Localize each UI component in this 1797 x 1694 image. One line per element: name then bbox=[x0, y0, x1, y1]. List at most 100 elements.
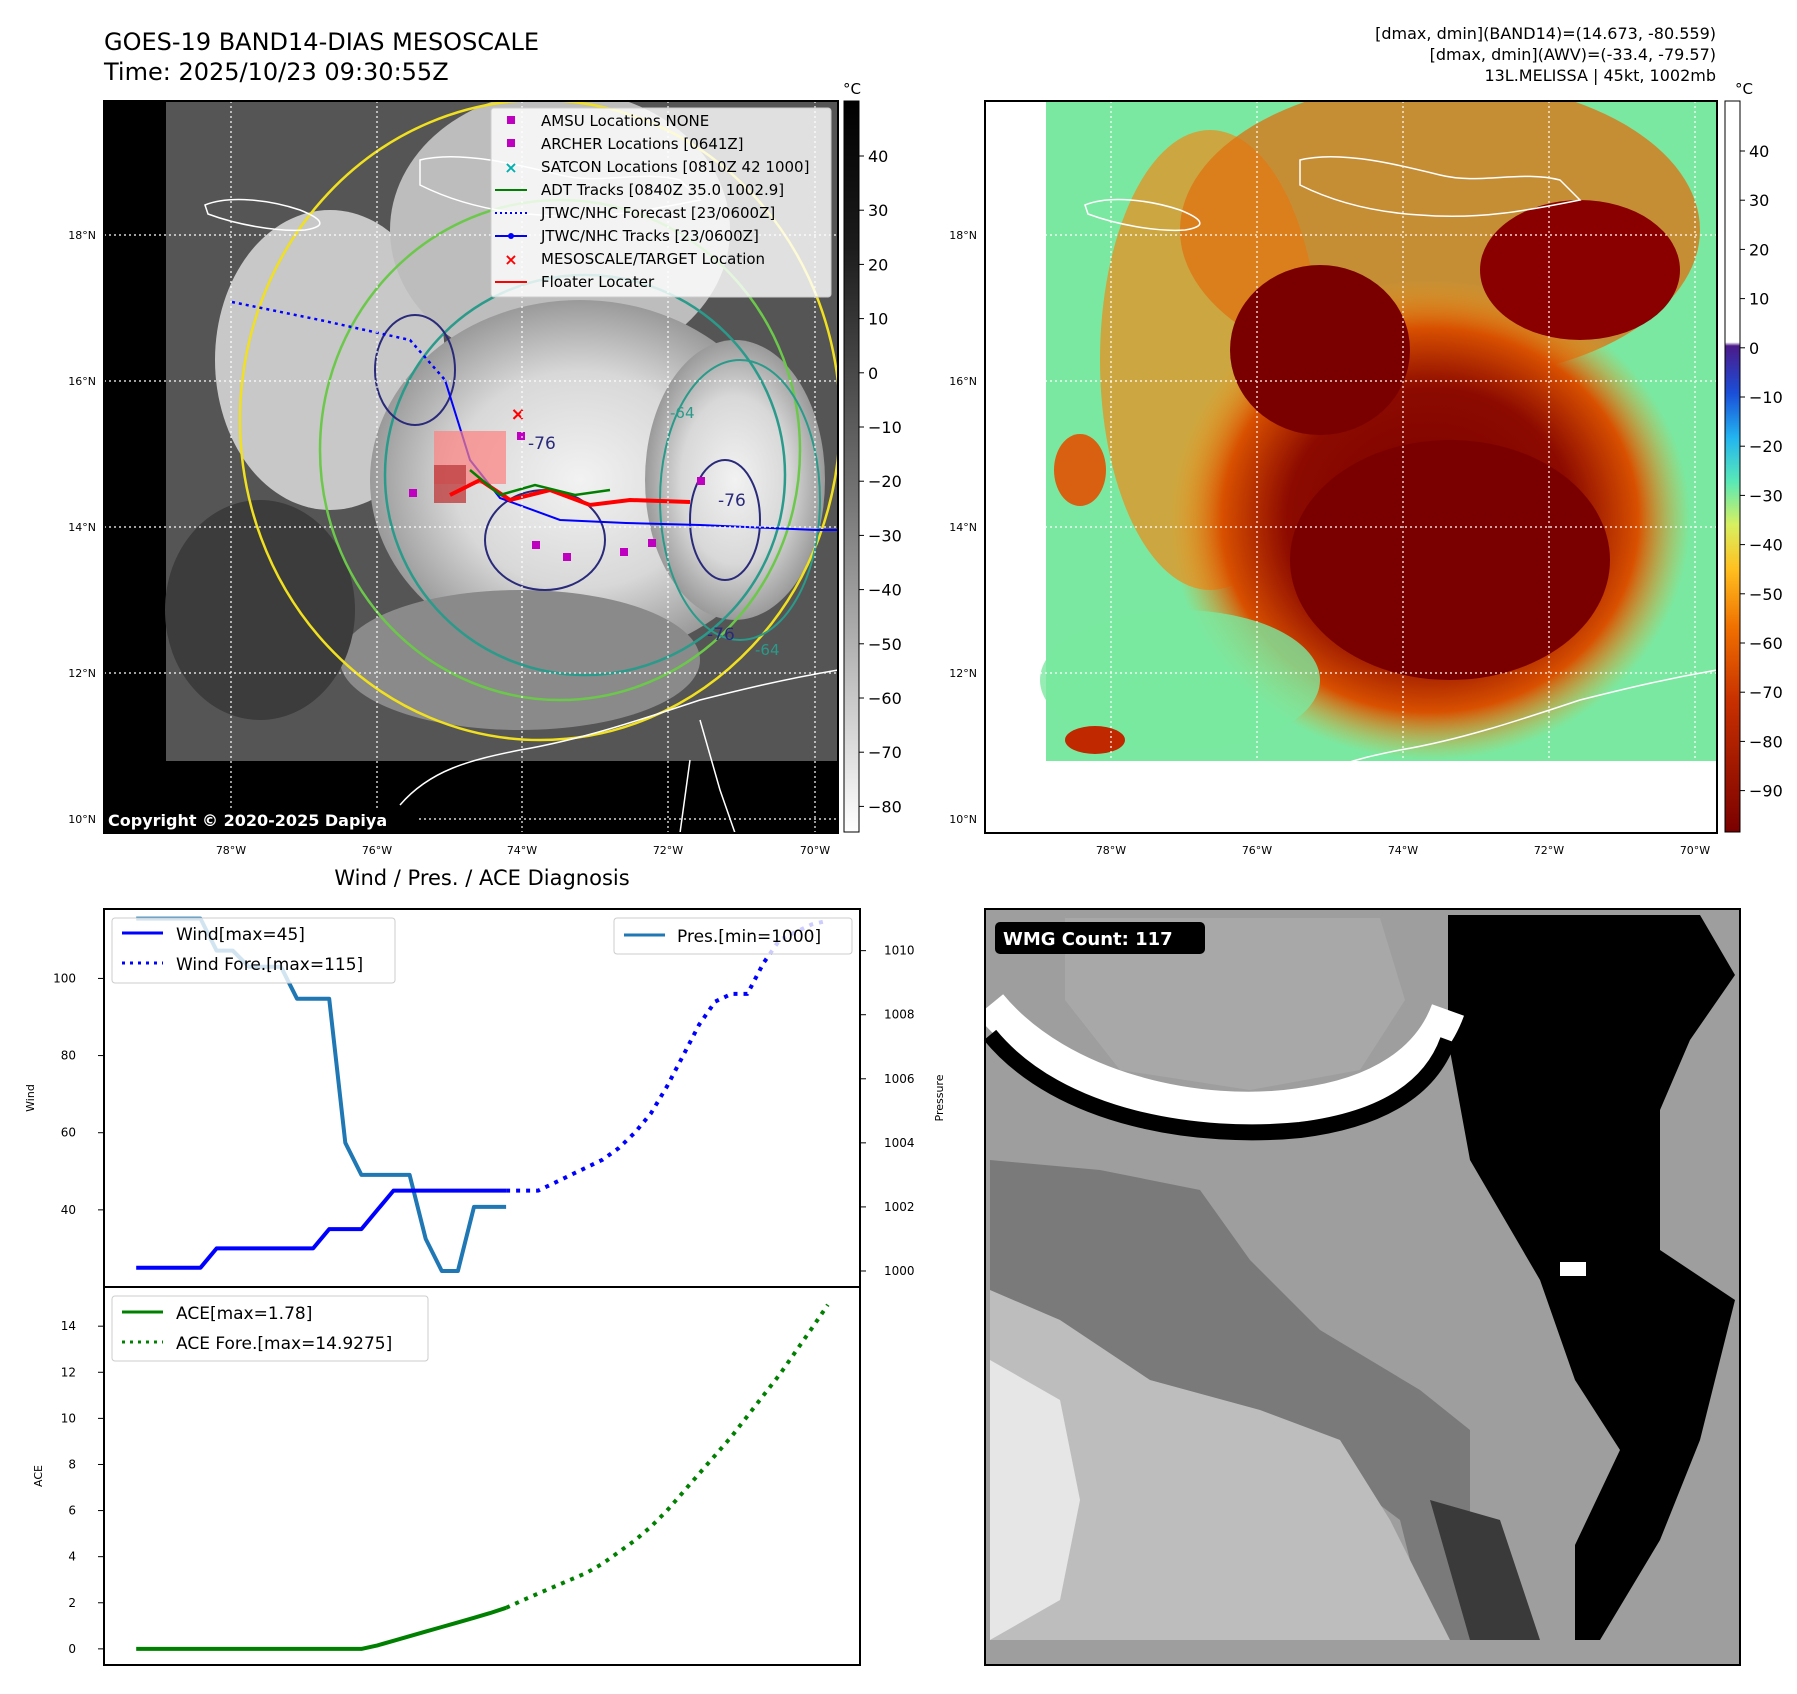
wmg-white-arc bbox=[976, 993, 1464, 1126]
wmg-light-north bbox=[1065, 918, 1405, 1090]
contour-label: -76 bbox=[528, 434, 556, 454]
colorbar-tick-label: 40 bbox=[868, 147, 888, 166]
pressure-legend-label: Pres.[min=1000] bbox=[677, 927, 821, 947]
y-tick-label: 0 bbox=[68, 1642, 76, 1656]
y-tick-label: 60 bbox=[61, 1126, 76, 1140]
legend-label: SATCON Locations [0810Z 42 1000] bbox=[541, 158, 809, 176]
contour-label: -64 bbox=[755, 641, 780, 659]
colorbar-tick-label: 30 bbox=[1749, 191, 1769, 210]
colorbar-tick-label: −40 bbox=[1749, 536, 1783, 555]
awv-colorbar: °C 40 30 20 10 0 −10 −20 −30 −40 −50 −60 −70 −80 −90 bbox=[1724, 80, 1783, 833]
y-tick-label: 40 bbox=[61, 1203, 76, 1217]
title-line-2: Time: 2025/10/23 09:30:55Z bbox=[103, 58, 449, 86]
colorbar-tick-label: −70 bbox=[1749, 683, 1783, 702]
legend-item: AMSU Locations NONE bbox=[507, 112, 709, 130]
wmg-light-southwest bbox=[990, 1290, 1450, 1640]
awv-blob-sw bbox=[1065, 726, 1125, 754]
awv-colorbar-bar bbox=[1724, 100, 1741, 833]
legend-item: × SATCON Locations [0810Z 42 1000] bbox=[504, 158, 809, 177]
ace-fore-legend-label: ACE Fore.[max=14.9275] bbox=[176, 1334, 392, 1354]
map-legend: AMSU Locations NONE ARCHER Locations [064… bbox=[490, 107, 832, 298]
archer-point-1 bbox=[517, 432, 525, 440]
legend-item: JTWC/NHC Forecast [23/0600Z] bbox=[495, 204, 775, 222]
y2-tick-label: 1000 bbox=[884, 1264, 915, 1278]
colorbar-tick-label: 30 bbox=[868, 201, 888, 220]
archer-point-4 bbox=[563, 553, 571, 561]
longitude-label: 70°W bbox=[800, 844, 830, 857]
pressure-legend: Pres.[min=1000] bbox=[613, 917, 853, 955]
longitude-label: 72°W bbox=[653, 844, 683, 857]
longitude-label: 78°W bbox=[216, 844, 246, 857]
ir-colorbar-bar bbox=[843, 100, 860, 833]
y-tick-label: 14 bbox=[61, 1319, 76, 1333]
legend-label: ARCHER Locations [0641Z] bbox=[541, 135, 744, 153]
longitude-label: 72°W bbox=[1534, 844, 1564, 857]
latitude-label: 12°N bbox=[949, 667, 977, 680]
colorbar-tick-label: −20 bbox=[1749, 437, 1783, 456]
mesoscale-target-marker: × bbox=[510, 404, 525, 425]
colorbar-tick-label: −10 bbox=[868, 418, 902, 437]
y-tick-label: 2 bbox=[68, 1596, 76, 1610]
ir-map-frame bbox=[103, 100, 839, 834]
ace-line bbox=[136, 1605, 507, 1651]
colorbar-tick-label: −30 bbox=[868, 526, 902, 545]
colorbar-tick-label: 40 bbox=[1749, 142, 1769, 161]
info-line-3: 13L.MELISSA | 45kt, 1002mb bbox=[1484, 66, 1716, 85]
mesoscale-box-lower bbox=[434, 465, 466, 503]
colorbar-tick-label: −60 bbox=[1749, 634, 1783, 653]
ace-axis-label: ACE bbox=[32, 1465, 45, 1487]
legend-label: MESOSCALE/TARGET Location bbox=[541, 250, 765, 268]
colorbar-tick-label: −30 bbox=[1749, 486, 1783, 505]
colorbar-tick-label: −80 bbox=[868, 797, 902, 816]
y2-tick-label: 1010 bbox=[884, 944, 915, 958]
title-line-1: GOES-19 BAND14-DIAS MESOSCALE bbox=[104, 28, 539, 56]
wind-legend-box bbox=[111, 917, 396, 984]
legend-item: Floater Locater bbox=[495, 273, 655, 291]
y2-tick-label: 1004 bbox=[884, 1136, 915, 1150]
contour-label: -76 bbox=[707, 625, 735, 645]
y-tick-label: 80 bbox=[61, 1049, 76, 1063]
legend-item: JTWC/NHC Tracks [23/0600Z] bbox=[495, 227, 759, 245]
latitude-label: 14°N bbox=[68, 521, 96, 534]
legend-item: × MESOSCALE/TARGET Location bbox=[504, 250, 765, 269]
colorbar-tick-label: −20 bbox=[868, 472, 902, 491]
colorbar-tick-label: −60 bbox=[868, 689, 902, 708]
legend-square-marker bbox=[507, 116, 515, 124]
jtwc-forecast-track bbox=[231, 300, 446, 381]
y2-tick-label: 1002 bbox=[884, 1200, 915, 1214]
ir-colorbar: °C 40 30 20 10 0 −10 −20 −30 −40 −50 −60 −70 −80 bbox=[843, 80, 902, 833]
legend-item: ADT Tracks [0840Z 35.0 1002.9] bbox=[495, 181, 784, 199]
legend-label: Floater Locater bbox=[541, 273, 655, 291]
latitude-label: 18°N bbox=[68, 229, 96, 242]
colorbar-tick-label: −40 bbox=[868, 581, 902, 600]
coast-jamaica bbox=[204, 198, 321, 232]
colorbar-tick-label: −80 bbox=[1749, 732, 1783, 751]
pressure-legend-box bbox=[613, 917, 853, 955]
colorbar-tick-label: 0 bbox=[1749, 339, 1759, 358]
legend-label: AMSU Locations NONE bbox=[541, 112, 709, 130]
ir-cloud-south bbox=[340, 590, 700, 730]
wmg-white-spot bbox=[1560, 1262, 1586, 1276]
awv-map-frame bbox=[984, 100, 1718, 834]
wmg-black-region bbox=[1448, 915, 1735, 1640]
wind-axis-label: Wind bbox=[24, 1084, 37, 1112]
colorbar-tick-label: −90 bbox=[1749, 782, 1783, 801]
contour-yellow bbox=[238, 101, 838, 742]
y-tick-label: 12 bbox=[61, 1365, 76, 1379]
colorbar-tick-label: 0 bbox=[868, 364, 878, 383]
ir-gridlines bbox=[104, 101, 838, 833]
longitude-label: 70°W bbox=[1680, 844, 1710, 857]
copyright-box bbox=[104, 808, 416, 833]
colorbar-tick-label: −50 bbox=[1749, 585, 1783, 604]
ace-legend: ACE[max=1.78] ACE Fore.[max=14.9275] bbox=[111, 1295, 429, 1362]
legend-box bbox=[490, 107, 832, 298]
archer-point-3 bbox=[532, 541, 540, 549]
latitude-label: 16°N bbox=[68, 375, 96, 388]
wmg-panel: WMG Count: 117 bbox=[976, 908, 1741, 1666]
colorbar-tick-label: 10 bbox=[1749, 290, 1769, 309]
y-tick-label: 4 bbox=[68, 1550, 76, 1564]
wind-line bbox=[136, 1188, 507, 1270]
wmg-frame bbox=[984, 908, 1741, 1666]
legend-x-marker: × bbox=[504, 250, 517, 269]
